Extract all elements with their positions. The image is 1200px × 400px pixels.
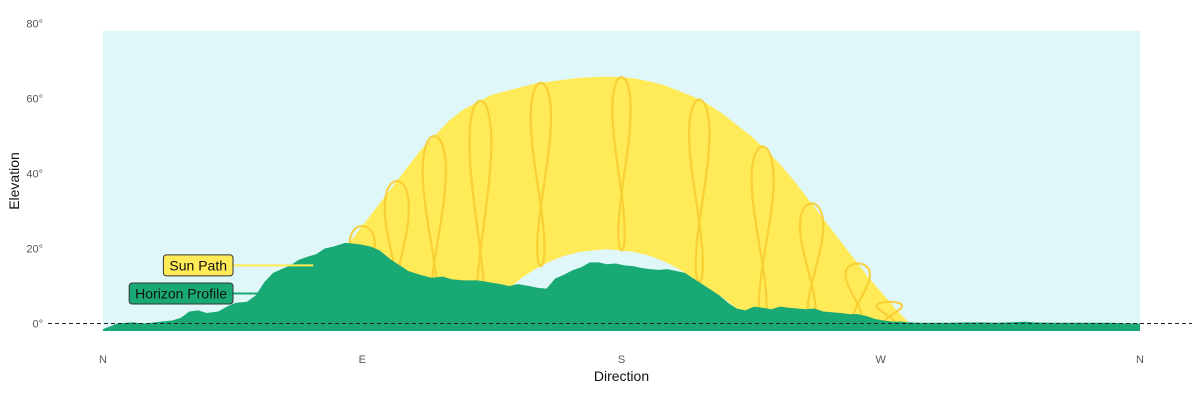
- series-labels: Sun Path Horizon Profile: [128, 254, 314, 305]
- y-tick-label: 0°: [32, 319, 43, 331]
- label-text: Sun Path: [169, 257, 227, 273]
- y-tick-label: 20°: [26, 244, 43, 256]
- x-tick-label: W: [876, 354, 887, 366]
- analemma-loop: [529, 81, 553, 268]
- x-tick-label: S: [618, 354, 625, 366]
- sun-path-label: Sun Path: [162, 254, 314, 277]
- x-axis-title: Direction: [594, 368, 649, 384]
- horizon-profile-layer: [103, 242, 1140, 331]
- horizon-profile-area: [103, 242, 1140, 331]
- label-box: [162, 254, 234, 277]
- sun-path-band: [287, 76, 910, 324]
- y-tick-label: 60°: [26, 94, 43, 106]
- horizon-profile-label: Horizon Profile: [128, 282, 288, 305]
- y-tick-label: 80°: [26, 19, 43, 31]
- label-text: Horizon Profile: [135, 286, 227, 302]
- x-tick-label: E: [359, 354, 366, 366]
- y-axis: 0° 20° 40° 60° 80°: [26, 19, 43, 331]
- y-axis-title: Elevation: [6, 152, 22, 210]
- label-box: [128, 282, 234, 305]
- analemma-loop: [611, 75, 632, 252]
- x-tick-label: N: [1136, 354, 1144, 366]
- x-tick-label: N: [99, 354, 107, 366]
- y-tick-label: 40°: [26, 169, 43, 181]
